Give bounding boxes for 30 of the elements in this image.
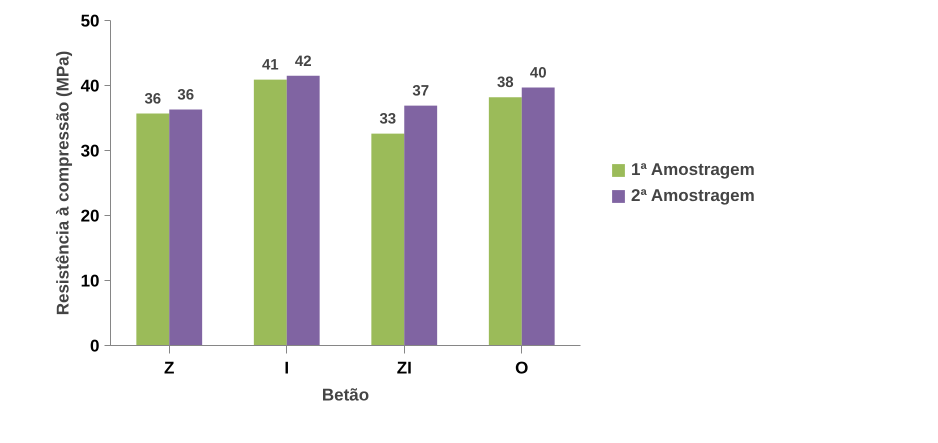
data-label: 38 (496, 74, 514, 92)
data-label: 37 (412, 82, 430, 100)
y-tick-label: 40 (80, 76, 100, 96)
bar (404, 106, 438, 346)
data-label: 33 (379, 110, 396, 128)
y-tick-label: 20 (80, 206, 100, 226)
data-label: 36 (177, 86, 194, 104)
x-tick-label: I (284, 358, 290, 378)
bar (522, 87, 555, 346)
bar (488, 97, 522, 346)
y-tick-label: 50 (80, 12, 100, 30)
y-axis-title: Resistência à compressão (MPa) (54, 50, 73, 316)
bar (371, 134, 404, 346)
bar (169, 110, 202, 346)
x-axis-title: Betão (322, 386, 370, 404)
data-label: 42 (294, 52, 312, 70)
legend-label: 2ª Amostragem (631, 186, 755, 206)
x-tick-label: Z (164, 358, 174, 378)
x-tick-label: ZI (396, 358, 412, 378)
bar (254, 80, 287, 346)
bar (136, 113, 170, 346)
y-tick-label: 10 (80, 272, 100, 290)
y-tick-label: 0 (90, 336, 100, 356)
y-tick-label: 30 (80, 142, 100, 160)
data-label: 36 (144, 90, 162, 108)
x-tick-label: O (515, 358, 528, 378)
data-label: 40 (530, 64, 547, 82)
legend-label: 1ª Amostragem (631, 160, 755, 180)
bar (286, 76, 320, 346)
data-label: 41 (262, 56, 279, 74)
